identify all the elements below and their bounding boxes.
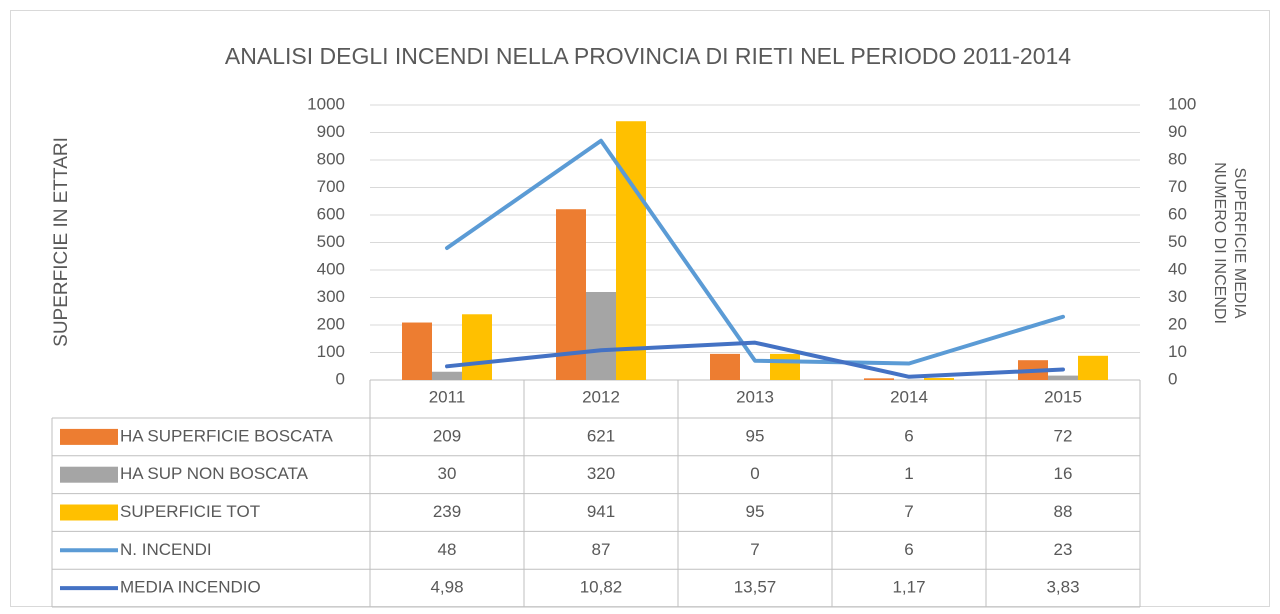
table-cell: 320 <box>587 464 615 483</box>
y2-tick-label: 0 <box>1168 369 1177 388</box>
y-tick-label: 1000 <box>307 94 345 113</box>
table-cell: 87 <box>592 540 611 559</box>
x-tick-label: 2011 <box>429 387 466 406</box>
table-cell: 1 <box>904 464 913 483</box>
bar <box>864 378 894 380</box>
table-cell: 941 <box>587 502 615 521</box>
table-cell: 10,82 <box>580 578 623 597</box>
y-tick-label: 300 <box>317 287 345 306</box>
bar <box>432 371 462 380</box>
y-tick-label: 100 <box>317 342 345 361</box>
y2-tick-label: 40 <box>1168 259 1187 278</box>
y-tick-label: 600 <box>317 204 345 223</box>
legend-key <box>60 504 118 521</box>
legend-key <box>60 428 118 445</box>
x-tick-label: 2014 <box>890 387 928 406</box>
table-cell: 16 <box>1054 464 1073 483</box>
y2-tick-label: 80 <box>1168 149 1187 168</box>
x-tick-label: 2013 <box>736 387 774 406</box>
table-cell: 48 <box>438 540 457 559</box>
table-cell: 7 <box>750 540 759 559</box>
table-cell: 72 <box>1054 426 1073 445</box>
table-cell: 6 <box>904 540 913 559</box>
legend-key <box>60 466 118 483</box>
bar <box>1048 375 1078 380</box>
y2-axis-label: SUPERFICIE MEDIA <box>1231 167 1248 318</box>
line-series <box>445 138 1065 366</box>
y2-tick-label: 30 <box>1168 287 1187 306</box>
table-cell: 95 <box>746 502 765 521</box>
y-tick-label: 500 <box>317 232 345 251</box>
y2-tick-label: 70 <box>1168 177 1187 196</box>
legend-label: SUPERFICIE TOT <box>120 502 260 521</box>
y2-tick-label: 60 <box>1168 204 1187 223</box>
y-tick-label: 200 <box>317 314 345 333</box>
y-tick-label: 0 <box>336 369 345 388</box>
table-cell: 239 <box>433 502 461 521</box>
table-cell: 209 <box>433 426 461 445</box>
y2-tick-label: 90 <box>1168 122 1187 141</box>
bar <box>1078 355 1108 380</box>
table-cell: 0 <box>750 464 759 483</box>
table-cell: 4,98 <box>430 578 463 597</box>
legend-label: MEDIA INCENDIO <box>120 578 261 597</box>
legend-label: N. INCENDI <box>120 540 212 559</box>
y2-tick-label: 10 <box>1168 342 1187 361</box>
line-series <box>445 340 1065 379</box>
table-cell: 621 <box>587 426 615 445</box>
y2-tick-label: 100 <box>1168 94 1196 113</box>
x-tick-label: 2012 <box>582 387 620 406</box>
y2-axis-label: NUMERO DI INCENDI <box>1211 162 1228 324</box>
bar <box>616 121 646 380</box>
bar <box>710 353 740 380</box>
table-cell: 88 <box>1054 502 1073 521</box>
table-cell: 95 <box>746 426 765 445</box>
y2-tick-label: 20 <box>1168 314 1187 333</box>
y-axis-label: SUPERFICIE IN ETTARI <box>51 137 72 347</box>
table-cell: 30 <box>438 464 457 483</box>
table-cell: 7 <box>904 502 913 521</box>
table-cell: 1,17 <box>892 578 925 597</box>
y-tick-label: 700 <box>317 177 345 196</box>
bar <box>586 292 616 380</box>
table-cell: 23 <box>1054 540 1073 559</box>
y-tick-label: 800 <box>317 149 345 168</box>
chart-title: ANALISI DEGLI INCENDI NELLA PROVINCIA DI… <box>225 43 1071 69</box>
table-cell: 6 <box>904 426 913 445</box>
table-cell: 3,83 <box>1046 578 1079 597</box>
legend-label: HA SUP NON BOSCATA <box>120 464 309 483</box>
bar <box>462 314 492 380</box>
y-tick-label: 900 <box>317 122 345 141</box>
table-cell: 13,57 <box>734 578 777 597</box>
y-tick-label: 400 <box>317 259 345 278</box>
bar <box>770 353 800 380</box>
bar <box>402 322 432 380</box>
bar <box>924 378 954 380</box>
y2-tick-label: 50 <box>1168 232 1187 251</box>
x-tick-label: 2015 <box>1044 387 1082 406</box>
legend-label: HA SUPERFICIE BOSCATA <box>120 426 334 445</box>
